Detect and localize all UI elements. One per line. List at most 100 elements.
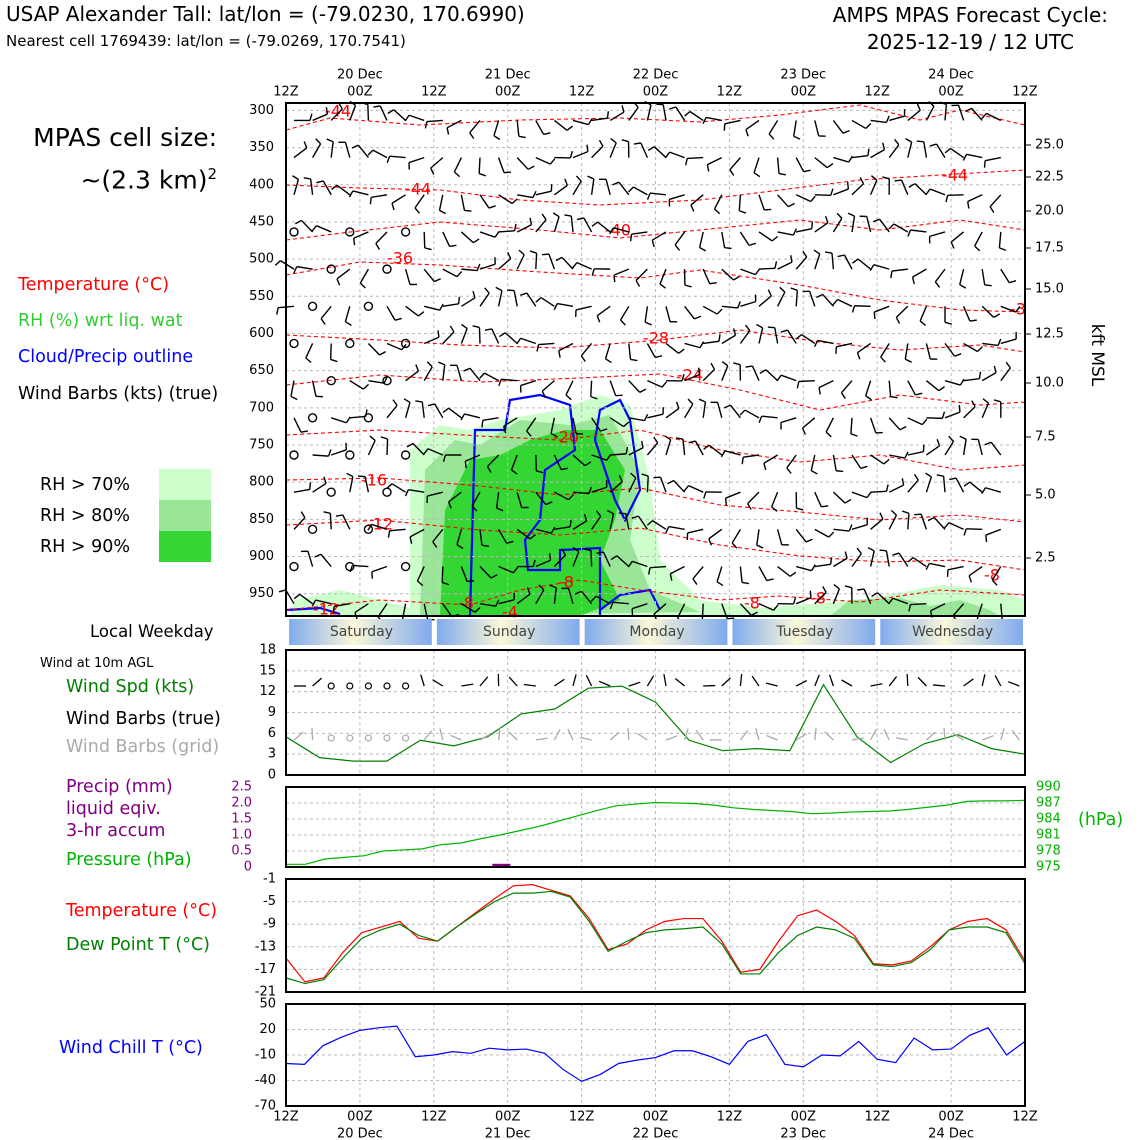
wind-frame — [285, 649, 1026, 776]
wind-barb-465 — [944, 521, 964, 530]
kft-label-4: 15.0 — [1035, 282, 1064, 297]
wind-barb-419 — [832, 491, 852, 504]
wind-barb-32 — [889, 109, 906, 122]
xs-ytick-7: 650 — [249, 363, 274, 378]
wind-barb-251 — [604, 343, 612, 364]
wind-barb-30 — [851, 119, 872, 130]
wind-barb-322 — [460, 413, 481, 421]
top-hour-label-3: 00Z — [495, 85, 521, 100]
wind-barb-380 — [832, 454, 844, 473]
kft-label-8: 5.0 — [1035, 488, 1056, 503]
wind-barb-131 — [552, 212, 560, 233]
wind-barb-518 — [498, 592, 516, 605]
windgrid-barb-24 — [739, 730, 749, 741]
wind-barb-431 — [323, 511, 332, 530]
top-date-label-3: 23 Dec — [780, 68, 826, 83]
bottom-date-label-0: 20 Dec — [337, 1127, 383, 1140]
wind-barb-283 — [463, 367, 481, 382]
wind-barb-346 — [926, 411, 946, 420]
wind-barb-232 — [981, 305, 1001, 319]
wind-barb-159 — [336, 268, 351, 286]
precip-ytick-4: 0.5 — [231, 844, 252, 859]
wind-barb-231 — [962, 306, 977, 322]
wind-barb-441 — [516, 528, 536, 540]
windgrid-barb-12 — [508, 731, 518, 741]
wind-barb-0 — [294, 113, 313, 122]
wind-barb-403 — [535, 491, 553, 506]
wind-barb-310 — [981, 365, 997, 382]
kft-label-2: 20.0 — [1035, 204, 1064, 219]
wind-barb-397 — [404, 488, 425, 497]
wind10-barb-33 — [906, 673, 909, 687]
wind-barb-245 — [484, 328, 500, 344]
weekday-name-3: Tuesday — [775, 624, 833, 640]
wind10-barb-34 — [917, 676, 927, 687]
wind-barb-467 — [985, 528, 1002, 543]
wind-barb-77 — [983, 156, 1001, 168]
temp-frame — [285, 878, 1026, 993]
wind-barb-459 — [851, 517, 869, 531]
wind-barb-138 — [674, 231, 686, 251]
wind-barb-188 — [869, 264, 890, 272]
wind-barb-312 — [293, 417, 309, 433]
wind-barb-330 — [628, 413, 649, 422]
wind-barb-483 — [572, 546, 580, 567]
wind-barb-60 — [664, 151, 685, 159]
wind-barb-113 — [925, 188, 946, 196]
wind-barb-414 — [724, 491, 741, 506]
wind-barb-53 — [554, 150, 574, 159]
bottom-date-label-2: 22 Dec — [633, 1127, 679, 1140]
isotherm-2 — [285, 219, 1026, 241]
wind-barb-341 — [825, 417, 835, 438]
wind-barb-81 — [331, 184, 351, 196]
wind-barb-217 — [702, 305, 723, 315]
wind-barb-42 — [338, 141, 351, 158]
wind-barb-434 — [367, 523, 388, 531]
wind-barb-446 — [606, 509, 615, 530]
wind10-calm-3 — [346, 682, 354, 690]
wind-barb-265 — [856, 342, 872, 360]
cell-title: Nearest cell 1769439: lat/lon = (-79.026… — [6, 32, 406, 50]
wind10-barb-29 — [828, 674, 835, 687]
wind-barb-166 — [479, 257, 496, 270]
xs-ytick-6: 600 — [249, 326, 274, 341]
wind-barb-233 — [1000, 305, 1021, 313]
windgrid-barb-27 — [795, 733, 807, 741]
wind-barb-541 — [908, 602, 927, 612]
wind-barb-101 — [713, 194, 723, 215]
wind-barb-506 — [991, 566, 1002, 586]
wind-barb-176 — [659, 268, 667, 289]
windgrid-barb-8 — [439, 728, 444, 741]
wind-barb-243 — [460, 323, 468, 344]
xs-ytick-0: 300 — [249, 103, 274, 118]
wind-barb-426 — [949, 477, 965, 493]
wind-barb-52 — [535, 156, 556, 165]
isotherm-label-16: -12 — [313, 600, 339, 619]
wind-barb-260 — [767, 326, 779, 344]
top-date-label-2: 22 Dec — [633, 68, 679, 83]
wind-barb-425 — [936, 474, 946, 493]
wind-barb-282 — [449, 364, 463, 381]
wind-barb-75 — [944, 147, 965, 159]
wind-barb-319 — [415, 400, 425, 418]
pressure-ytick-5: 975 — [1036, 860, 1061, 875]
windgrid-barb-0 — [293, 731, 304, 741]
wind-barb-470 — [314, 553, 332, 567]
wind-barb-222 — [790, 287, 799, 307]
wind-barb-168 — [516, 249, 525, 270]
wind-barb-472 — [349, 564, 369, 573]
wind-barb-150 — [888, 223, 909, 233]
wind-barb-164 — [442, 268, 463, 278]
wind-barb-462 — [902, 510, 910, 530]
wind-barb-181 — [758, 261, 778, 270]
isotherm-label-2: -44 — [942, 166, 968, 185]
wind-barb-302 — [818, 380, 834, 395]
kft-label-1: 22.5 — [1035, 170, 1064, 185]
wind-barb-105 — [795, 194, 816, 203]
wind-barb-326 — [550, 417, 558, 438]
wind-barb-212 — [596, 305, 611, 323]
rh80-swatch — [159, 500, 211, 531]
wind-barb-356 — [380, 436, 389, 456]
wind-barb-144 — [796, 221, 813, 233]
top-hour-label-10: 12Z — [1012, 85, 1038, 100]
